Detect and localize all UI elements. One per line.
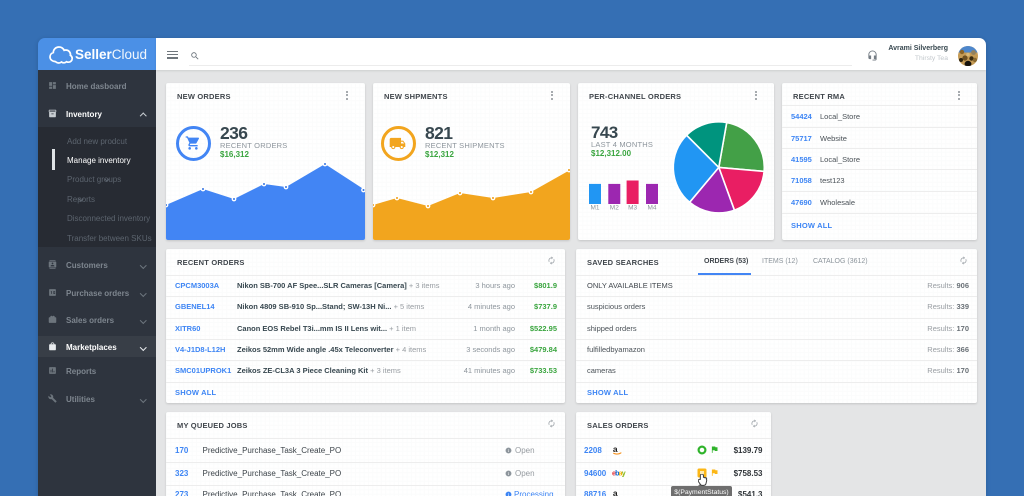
svg-text:M1: M1 xyxy=(590,205,599,212)
svg-text:M2: M2 xyxy=(610,205,619,212)
svg-text:M4: M4 xyxy=(647,205,656,212)
svg-text:M3: M3 xyxy=(628,205,637,212)
svg-text:a: a xyxy=(613,488,618,496)
svg-text:a: a xyxy=(613,444,618,454)
svg-text:ebay: ebay xyxy=(612,470,626,477)
